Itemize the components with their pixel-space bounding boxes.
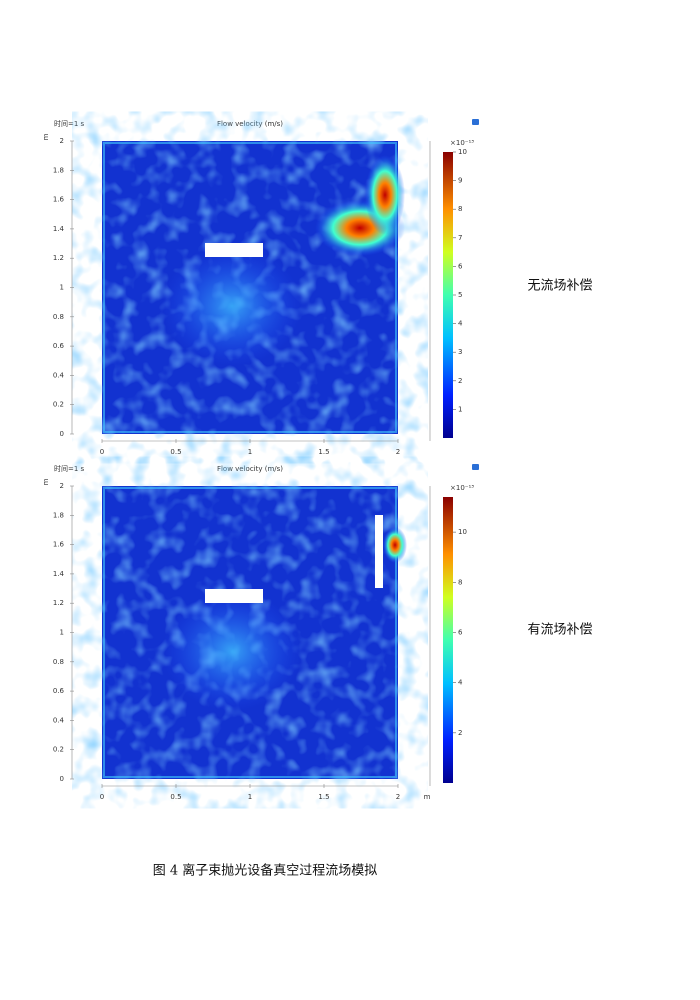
colorbar-tick-label: 2	[458, 377, 462, 385]
colorbar-exponent: ×10⁻¹³	[450, 139, 474, 147]
y-tick-label: 1.8	[53, 511, 64, 519]
x-tick-label: 0.5	[170, 793, 181, 801]
y-tick-label: 0.6	[53, 687, 65, 695]
x-tick-label: 1	[248, 793, 252, 801]
y-tick-label: 1.4	[53, 225, 65, 233]
y-tick-label: 0.8	[53, 658, 64, 666]
side-label: 有流场补偿	[527, 623, 592, 638]
heatmap-glow	[162, 591, 302, 711]
x-tick-label: 2	[396, 448, 400, 456]
x-tick-label: 0.5	[170, 448, 181, 456]
y-unit: m	[42, 478, 50, 485]
side-label: 无流场补偿	[527, 279, 592, 294]
colorbar-exponent: ×10⁻¹³	[450, 484, 474, 492]
y-tick-label: 1.4	[53, 570, 65, 578]
x-tick-label: 1	[248, 448, 252, 456]
obstacle	[205, 243, 263, 257]
y-tick-label: 1.2	[53, 599, 64, 607]
plot-title: Flow velocity (m/s)	[217, 120, 283, 128]
y-tick-label: 0	[60, 430, 64, 438]
caption: 图 4 离子束抛光设备真空过程流场模拟	[153, 863, 378, 879]
y-tick-label: 1	[60, 629, 64, 637]
colorbar-tick-label: 9	[458, 177, 462, 185]
colorbar-tick-label: 8	[458, 578, 462, 586]
x-tick-label: 0	[100, 793, 104, 801]
x-tick-label: 1.5	[318, 793, 329, 801]
colorbar-tick-label: 8	[458, 205, 462, 213]
colorbar-tick-label: 3	[458, 348, 462, 356]
y-tick-label: 0.2	[53, 746, 64, 754]
x-unit: m	[424, 793, 431, 801]
y-tick-label: 0.8	[53, 313, 64, 321]
y-tick-label: 1.6	[53, 196, 65, 204]
heatmap-border	[103, 142, 397, 433]
y-tick-label: 1.2	[53, 254, 64, 262]
hot-spot	[383, 527, 407, 563]
y-tick-label: 0.6	[53, 342, 65, 350]
y-tick-label: 1	[60, 284, 64, 292]
y-tick-label: 0.4	[53, 716, 65, 724]
x-tick-label: 1.5	[318, 448, 329, 456]
colorbar-tick-label: 5	[458, 291, 462, 299]
heatmap-border	[103, 487, 397, 778]
settings-icon	[472, 464, 479, 470]
y-tick-label: 1.8	[53, 166, 64, 174]
y-tick-label: 0.2	[53, 401, 64, 409]
colorbar-tick-label: 7	[458, 234, 462, 242]
colorbar-tick-label: 1	[458, 405, 462, 413]
colorbar	[443, 152, 453, 438]
time-label: 时间=1 s	[54, 119, 85, 128]
colorbar-tick-label: 4	[458, 679, 463, 687]
hot-spot	[365, 155, 405, 235]
y-tick-label: 0	[60, 775, 64, 783]
plot-title: Flow velocity (m/s)	[217, 465, 283, 473]
colorbar-tick-label: 2	[458, 729, 462, 737]
x-tick-label: 0	[100, 448, 104, 456]
colorbar	[443, 497, 453, 783]
settings-icon	[472, 119, 479, 125]
y-unit: m	[42, 133, 50, 140]
colorbar-tick-label: 10	[458, 528, 467, 536]
obstacle	[375, 515, 383, 588]
time-label: 时间=1 s	[54, 464, 85, 473]
y-tick-label: 2	[60, 482, 64, 490]
colorbar-tick-label: 4	[458, 320, 463, 328]
obstacle	[205, 589, 263, 603]
y-tick-label: 1.6	[53, 541, 65, 549]
y-tick-label: 0.4	[53, 371, 65, 379]
colorbar-tick-label: 6	[458, 262, 463, 270]
y-tick-label: 2	[60, 137, 64, 145]
colorbar-tick-label: 10	[458, 148, 467, 156]
colorbar-tick-label: 6	[458, 628, 463, 636]
x-tick-label: 2	[396, 793, 400, 801]
heatmap-glow	[162, 246, 302, 366]
